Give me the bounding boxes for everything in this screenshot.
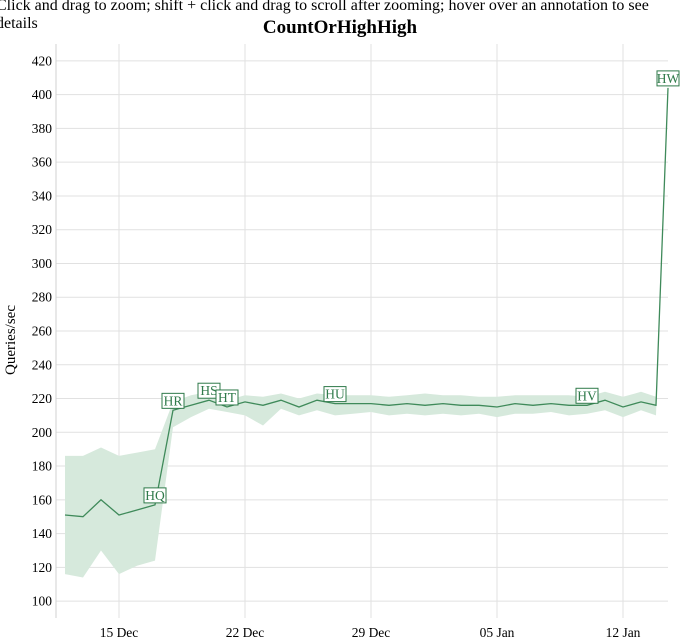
y-tick-label: 340 <box>32 188 53 203</box>
data-point <box>442 402 444 404</box>
confidence-band-layer <box>65 87 668 578</box>
annotation-layer[interactable]: HQ HR HS HT HU HV HW <box>143 70 680 504</box>
y-tick-label: 140 <box>32 526 53 541</box>
data-point <box>532 404 534 406</box>
y-tick-label: 180 <box>32 459 53 474</box>
data-point <box>136 509 138 511</box>
data-point <box>64 514 66 516</box>
data-point <box>100 499 102 501</box>
data-point <box>460 404 462 406</box>
annotation-box[interactable] <box>323 386 347 403</box>
data-point <box>604 399 606 401</box>
data-point <box>406 402 408 404</box>
annotation-label[interactable]: HQ <box>145 488 165 503</box>
y-tick-label: 380 <box>32 121 53 136</box>
data-point <box>226 406 228 408</box>
data-point <box>154 504 156 506</box>
annotation-box[interactable] <box>215 389 239 406</box>
data-point <box>496 406 498 408</box>
annotation-hu[interactable]: HU <box>323 386 347 403</box>
data-point <box>424 404 426 406</box>
annotation-label[interactable]: HW <box>657 71 680 86</box>
chart-title: CountOrHighHigh <box>262 17 418 38</box>
annotation-label[interactable]: HS <box>200 383 217 398</box>
y-tick-label: 220 <box>32 391 53 406</box>
data-point <box>514 402 516 404</box>
x-tick-label: 05 Jan <box>480 625 515 640</box>
series-range-band <box>65 87 668 578</box>
y-tick-label: 200 <box>32 425 53 440</box>
y-tick-label: 280 <box>32 290 53 305</box>
data-point <box>208 399 210 401</box>
x-tick-label: 15 Dec <box>100 625 139 640</box>
annotation-hw[interactable]: HW <box>656 70 680 87</box>
data-point <box>586 404 588 406</box>
data-point <box>622 406 624 408</box>
data-point <box>334 402 336 404</box>
annotation-label[interactable]: HU <box>325 387 345 402</box>
series-line-layer <box>64 87 669 518</box>
y-tick-label: 260 <box>32 324 53 339</box>
data-point <box>316 399 318 401</box>
data-point <box>388 404 390 406</box>
data-point <box>568 404 570 406</box>
x-tick-label: 29 Dec <box>352 625 391 640</box>
data-point <box>172 409 174 411</box>
data-point <box>478 404 480 406</box>
y-axis-title: Queries/sec <box>3 305 19 375</box>
annotation-label[interactable]: HV <box>577 388 597 403</box>
x-tick-label: 22 Dec <box>226 625 265 640</box>
data-point <box>550 402 552 404</box>
data-point <box>280 399 282 401</box>
annotation-hv[interactable]: HV <box>575 387 599 404</box>
annotation-hs[interactable]: HS <box>197 382 221 399</box>
annotation-hr[interactable]: HR <box>161 392 185 409</box>
annotation-box[interactable] <box>656 70 680 87</box>
data-point <box>655 404 657 406</box>
data-point <box>244 401 246 403</box>
y-tick-label: 300 <box>32 256 53 271</box>
y-tick-label: 360 <box>32 155 53 170</box>
annotation-hq[interactable]: HQ <box>143 487 167 504</box>
axes: 100 120 140 160 180 200 220 240 260 280 300 320 340 3… <box>32 44 641 640</box>
data-point <box>298 406 300 408</box>
data-point <box>190 404 192 406</box>
annotation-box[interactable] <box>575 387 599 404</box>
y-tick-label: 100 <box>32 594 53 609</box>
data-point <box>352 402 354 404</box>
y-tick-label: 420 <box>32 53 53 68</box>
data-point <box>667 87 669 89</box>
y-tick-label: 160 <box>32 492 53 507</box>
y-tick-label: 120 <box>32 560 53 575</box>
annotation-ht[interactable]: HT <box>215 389 239 406</box>
x-tick-label: 12 Jan <box>606 625 641 640</box>
data-point <box>262 404 264 406</box>
chart-instructions: Click and drag to zoom; shift + click an… <box>0 0 649 32</box>
annotation-box[interactable] <box>143 487 167 504</box>
data-point <box>118 514 120 516</box>
y-tick-label: 240 <box>32 357 53 372</box>
annotation-label[interactable]: HT <box>218 390 237 405</box>
y-tick-label: 320 <box>32 222 53 237</box>
data-point <box>82 516 84 518</box>
annotation-label[interactable]: HR <box>164 393 183 408</box>
y-tick-label: 400 <box>32 87 53 102</box>
data-point <box>370 402 372 404</box>
annotation-box[interactable] <box>161 392 185 409</box>
data-point <box>640 401 642 403</box>
series-line <box>64 87 669 518</box>
